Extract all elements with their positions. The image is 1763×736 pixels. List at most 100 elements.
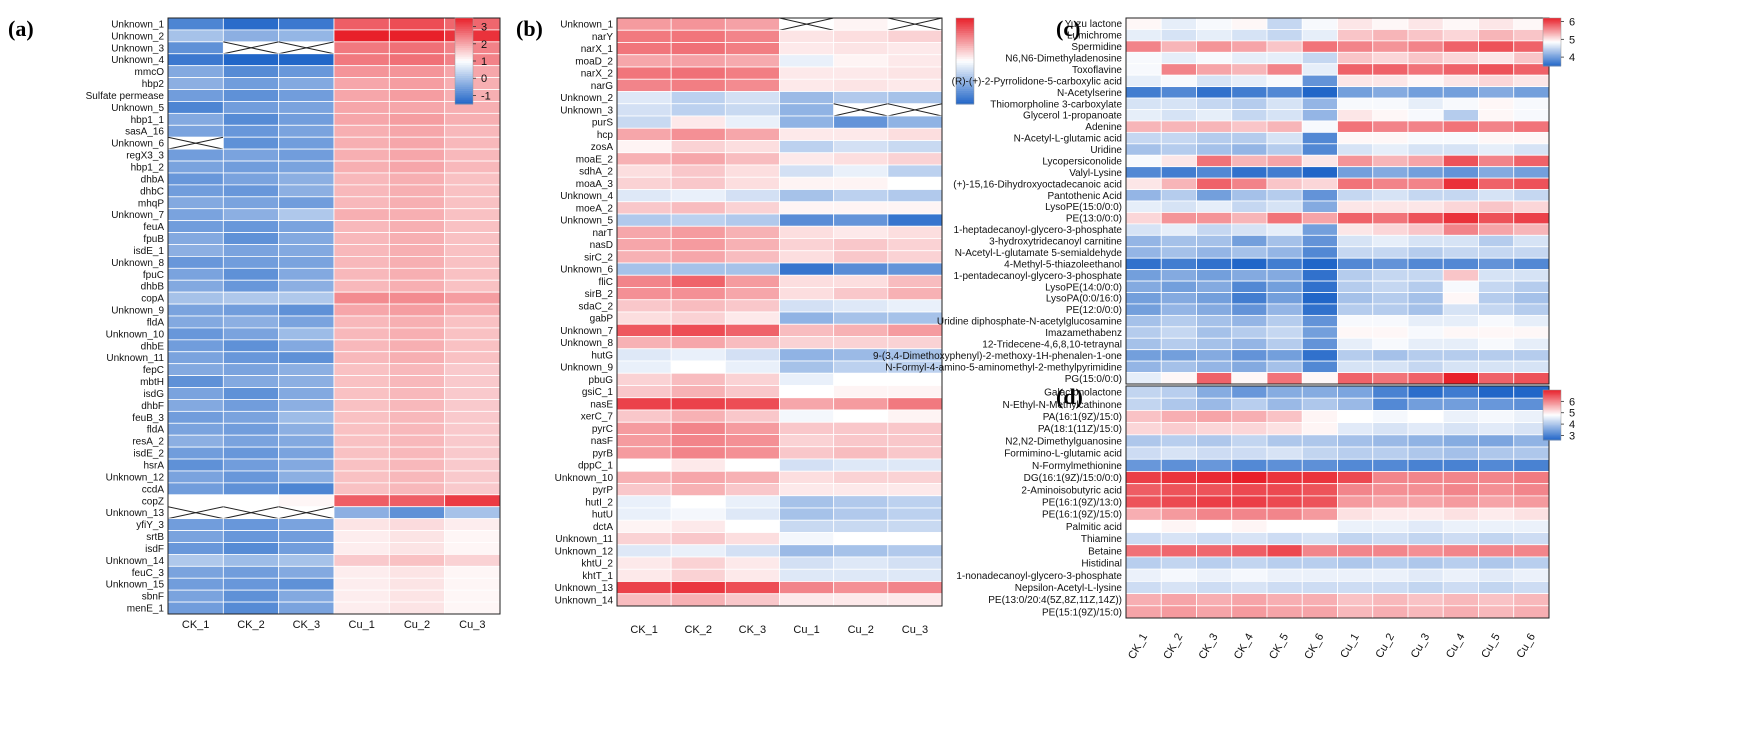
heatmap-cell <box>1407 212 1444 225</box>
heatmap-cell <box>278 172 335 186</box>
heatmap-cell <box>779 140 835 154</box>
heatmap-cell <box>1231 349 1268 362</box>
heatmap-cell <box>1196 63 1233 76</box>
row-label: Lumichrome <box>1067 31 1122 42</box>
legend-gradient-step <box>956 30 974 34</box>
row-label: dhbB <box>141 282 165 293</box>
heatmap-cell <box>724 507 780 521</box>
heatmap-cell <box>833 287 889 301</box>
heatmap-cell <box>1372 483 1409 497</box>
heatmap-cell <box>779 287 835 301</box>
heatmap-cell <box>388 208 446 222</box>
heatmap-cell <box>887 225 943 239</box>
heatmap-cell <box>724 372 780 386</box>
row-label: Unknown_12 <box>555 546 614 557</box>
heatmap-cell <box>616 568 672 582</box>
heatmap-cell <box>1196 303 1233 316</box>
legend-gradient-step <box>1543 423 1561 426</box>
heatmap-cell <box>1160 234 1197 248</box>
heatmap-cell <box>333 410 390 424</box>
heatmap-cell <box>724 544 780 558</box>
heatmap-cell <box>1231 63 1268 76</box>
heatmap-cell <box>887 372 943 386</box>
heatmap-cell <box>167 208 224 222</box>
heatmap-cell <box>1407 544 1444 558</box>
heatmap-cell <box>167 410 224 424</box>
heatmap-cell <box>333 136 390 150</box>
heatmap-cell <box>278 220 335 233</box>
heatmap-cell <box>1513 507 1550 521</box>
heatmap-cell <box>1301 51 1338 65</box>
heatmap-cell <box>333 160 390 174</box>
heatmap-cell <box>1301 154 1338 168</box>
legend-gradient-step <box>956 86 974 90</box>
heatmap-cell <box>779 262 835 276</box>
heatmap-cell <box>1337 51 1374 65</box>
legend-gradient-step <box>956 84 974 88</box>
heatmap-cell <box>1337 446 1374 460</box>
row-label: Toxoflavine <box>1072 65 1122 76</box>
heatmap-cell <box>222 160 280 174</box>
column-label: Cu_1 <box>349 619 375 631</box>
heatmap-cell <box>1231 458 1268 472</box>
heatmap-cell <box>1231 422 1268 436</box>
heatmap-cell <box>1337 385 1374 399</box>
row-label: fepC <box>143 365 164 376</box>
heatmap-cell <box>1231 410 1268 424</box>
heatmap-cell <box>833 176 889 190</box>
heatmap-cell <box>1266 74 1303 88</box>
legend-gradient-step <box>455 56 473 60</box>
heatmap-cell <box>1231 495 1268 509</box>
heatmap-cell <box>1442 29 1479 42</box>
heatmap-cell <box>1372 446 1409 460</box>
row-label: sdhA_2 <box>579 167 613 178</box>
heatmap-cell <box>1125 29 1162 42</box>
heatmap-cell <box>1407 269 1444 282</box>
heatmap-cell <box>616 544 672 558</box>
heatmap-cell <box>1301 519 1338 533</box>
row-label: isdG <box>143 389 164 400</box>
heatmap-cell <box>167 77 224 90</box>
row-label: sdaC_2 <box>579 301 614 312</box>
legend-gradient-step <box>1543 18 1561 20</box>
row-label: Unknown_8 <box>560 338 613 349</box>
heatmap-cell <box>1160 86 1197 99</box>
heatmap-cell <box>1513 257 1550 271</box>
heatmap-cell <box>1407 154 1444 168</box>
heatmap-cell <box>887 152 943 166</box>
heatmap-cell <box>1513 360 1550 373</box>
heatmap-cell <box>616 201 672 215</box>
color-legend <box>1542 17 1562 67</box>
row-label: fpuB <box>143 234 164 245</box>
legend-gradient-step <box>1543 32 1561 35</box>
legend-gradient-step <box>956 82 974 86</box>
heatmap-cell <box>833 127 889 141</box>
legend-gradient-step <box>1543 34 1561 37</box>
heatmap-cell <box>1231 303 1268 316</box>
heatmap-cell <box>1301 446 1338 460</box>
heatmap-cell <box>1407 337 1444 351</box>
heatmap-cell <box>724 152 780 166</box>
heatmap-cell <box>779 189 835 203</box>
heatmap-cell <box>1231 212 1268 225</box>
heatmap-cell <box>1442 257 1479 271</box>
row-label: Uridine diphosphate-N-acetylglucosamine <box>937 317 1123 328</box>
heatmap-cell <box>616 115 672 129</box>
heatmap-cell <box>1160 532 1197 546</box>
legend-gradient-step <box>1543 397 1561 400</box>
heatmap-cell <box>444 136 501 150</box>
heatmap-cell <box>1407 63 1444 76</box>
row-label: sirB_2 <box>585 289 614 300</box>
heatmap-cell <box>1513 605 1550 619</box>
heatmap-cell <box>779 495 835 509</box>
heatmap-cell <box>1478 326 1515 339</box>
heatmap-cell <box>278 446 335 460</box>
legend-gradient-step <box>1543 413 1561 416</box>
heatmap-cell <box>887 519 943 533</box>
heatmap-cell <box>1513 120 1550 133</box>
heatmap-cell <box>670 127 726 141</box>
row-label: 1-pentadecanoyl-glycero-3-phosphate <box>954 271 1123 282</box>
row-label: dhbA <box>141 174 165 185</box>
heatmap-cell <box>444 327 501 341</box>
column-label: CK_3 <box>1197 632 1221 662</box>
